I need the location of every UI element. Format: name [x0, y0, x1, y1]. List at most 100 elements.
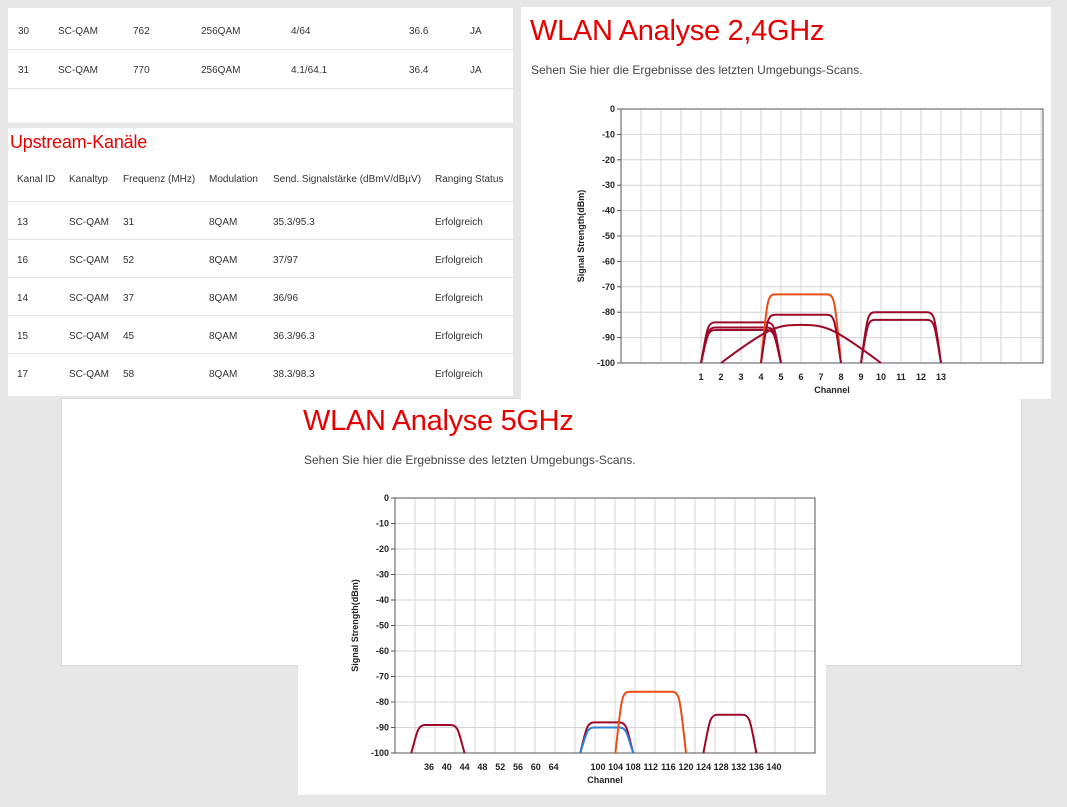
- header-ranging-status: Ranging Status: [435, 174, 504, 185]
- channel-id: 31: [18, 65, 30, 76]
- channel-type: SC-QAM: [69, 217, 109, 228]
- signal-curve: [579, 726, 635, 754]
- channel-power: 35.3/95.3: [273, 217, 315, 228]
- channel-id: 13: [17, 217, 29, 228]
- header-modulation: Modulation: [209, 174, 258, 185]
- channel-id: 16: [17, 255, 29, 266]
- x-tick-label: 40: [442, 762, 452, 772]
- channel-locked: JA: [470, 65, 482, 76]
- x-tick-label: 48: [477, 762, 487, 772]
- channel-power: 37/97: [273, 255, 299, 266]
- signal-curve: [410, 723, 466, 754]
- table-row: 17 SC-QAM 58 8QAM 38.3/98.3 Erfolgreich: [8, 353, 513, 392]
- x-tick-label: 4: [758, 372, 763, 382]
- x-tick-label: 2: [718, 372, 723, 382]
- y-tick-label: -60: [602, 256, 615, 266]
- x-tick-label: 44: [460, 762, 470, 772]
- channel-id: 14: [17, 293, 29, 304]
- x-tick-label: 3: [738, 372, 743, 382]
- plot-frame: [620, 108, 1044, 364]
- channel-modulation: 256QAM: [201, 65, 241, 76]
- channel-modulation: 8QAM: [209, 293, 238, 304]
- x-tick-label: 112: [644, 762, 659, 772]
- wlan5-title: WLAN Analyse 5GHz: [303, 405, 574, 437]
- x-tick-label: 52: [495, 762, 505, 772]
- channel-modulation: 256QAM: [201, 26, 241, 37]
- x-tick-label: 7: [818, 372, 823, 382]
- channel-frequency: 770: [133, 65, 150, 76]
- upstream-title: Upstream-Kanäle: [10, 132, 148, 152]
- y-tick-label: -40: [602, 206, 615, 216]
- table-row: 31 SC-QAM 770 256QAM 4.1/64.1 36.4 JA: [8, 50, 513, 89]
- signal-curve: [579, 721, 635, 754]
- x-tick-label: 1: [698, 372, 703, 382]
- channel-id: 15: [17, 331, 29, 342]
- x-axis-label: Channel: [587, 775, 623, 785]
- x-tick-label: 104: [608, 762, 623, 772]
- y-axis-label: Signal Strength(dBm): [576, 190, 586, 283]
- channel-frequency: 58: [123, 369, 135, 380]
- y-tick-label: -100: [371, 748, 389, 758]
- x-tick-label: 10: [876, 372, 886, 382]
- x-axis-label: Channel: [814, 385, 850, 395]
- table-row: 16 SC-QAM 52 8QAM 37/97 Erfolgreich: [8, 239, 513, 278]
- x-tick-label: 12: [916, 372, 926, 382]
- channel-power: 4/64: [291, 26, 311, 37]
- channel-frequency: 37: [123, 293, 135, 304]
- channel-power: 36.3/96.3: [273, 331, 315, 342]
- wlan24-title: WLAN Analyse 2,4GHz: [530, 15, 825, 47]
- wlan24-panel: WLAN Analyse 2,4GHz Sehen Sie hier die E…: [521, 7, 1051, 399]
- y-tick-label: -90: [376, 723, 389, 733]
- y-tick-label: -50: [376, 621, 389, 631]
- ranging-status: Erfolgreich: [435, 331, 483, 342]
- signal-curve: [860, 311, 942, 364]
- x-tick-label: 108: [626, 762, 641, 772]
- channel-frequency: 762: [133, 26, 150, 37]
- table-row: 14 SC-QAM 37 8QAM 36/96 Erfolgreich: [8, 277, 513, 316]
- ranging-status: Erfolgreich: [435, 369, 483, 380]
- wlan5-chart: 0 -10 -20 -30 -40 -50 -60 -70 -80 -90 -100 36 40 44 48…: [350, 493, 816, 785]
- channel-type: SC-QAM: [58, 26, 98, 37]
- ranging-status: Erfolgreich: [435, 217, 483, 228]
- y-tick-label: -30: [602, 180, 615, 190]
- x-tick-label: 124: [696, 762, 711, 772]
- wlan24-subtitle: Sehen Sie hier die Ergebnisse des letzte…: [531, 63, 863, 77]
- channel-type: SC-QAM: [58, 65, 98, 76]
- channel-type: SC-QAM: [69, 255, 109, 266]
- channel-power: 36/96: [273, 293, 299, 304]
- x-tick-label: 6: [798, 372, 803, 382]
- upstream-section: Upstream-Kanäle Kanal ID Kanaltyp Freque…: [8, 128, 513, 396]
- channel-type: SC-QAM: [69, 331, 109, 342]
- wlan5-subtitle: Sehen Sie hier die Ergebnisse des letzte…: [304, 453, 636, 467]
- y-tick-label: -40: [376, 595, 389, 605]
- y-tick-label: 0: [384, 493, 389, 503]
- channel-power: 4.1/64.1: [291, 65, 328, 76]
- x-tick-label: 128: [714, 762, 729, 772]
- x-tick-label: 60: [531, 762, 541, 772]
- downstream-table: 30 SC-QAM 762 256QAM 4/64 36.6 JA 31 SC-…: [8, 8, 513, 123]
- signal-curve: [720, 323, 882, 364]
- y-tick-label: -100: [597, 358, 615, 368]
- x-tick-label: 56: [513, 762, 523, 772]
- channel-modulation: 8QAM: [209, 331, 238, 342]
- header-frequency: Frequenz (MHz): [123, 174, 196, 185]
- channel-id: 17: [17, 369, 29, 380]
- channel-modulation: 8QAM: [209, 217, 238, 228]
- y-tick-label: -70: [602, 282, 615, 292]
- channel-power: 38.3/98.3: [273, 369, 315, 380]
- y-tick-label: -30: [376, 570, 389, 580]
- y-tick-label: -10: [602, 129, 615, 139]
- channel-mer: 36.6: [409, 26, 429, 37]
- channel-locked: JA: [470, 26, 482, 37]
- x-tick-label: 13: [936, 372, 946, 382]
- ranging-status: Erfolgreich: [435, 255, 483, 266]
- signal-curve: [700, 328, 782, 364]
- y-tick-label: -80: [376, 697, 389, 707]
- x-tick-label: 9: [858, 372, 863, 382]
- channel-id: 30: [18, 26, 30, 37]
- y-tick-label: 0: [610, 104, 615, 114]
- table-row: 13 SC-QAM 31 8QAM 35.3/95.3 Erfolgreich: [8, 201, 513, 240]
- channel-frequency: 45: [123, 331, 135, 342]
- signal-curve: [614, 690, 687, 754]
- channel-modulation: 8QAM: [209, 369, 238, 380]
